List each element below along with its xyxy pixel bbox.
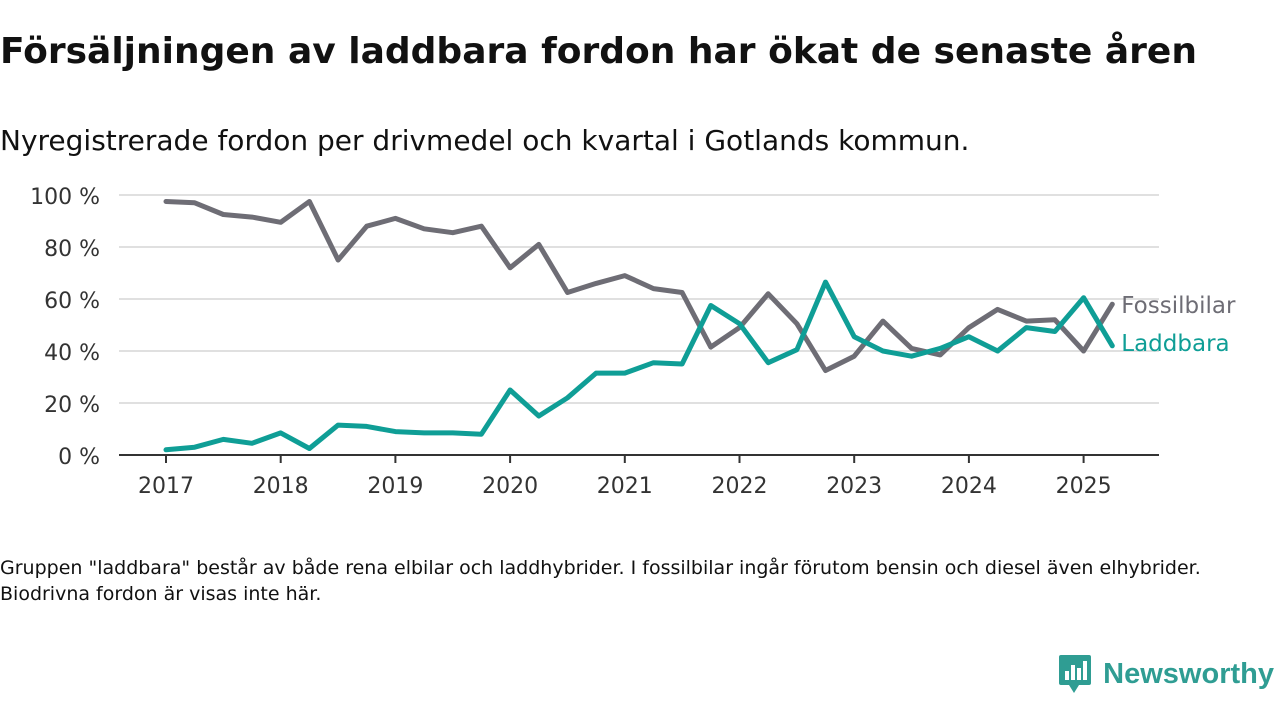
x-tick-label: 2017: [138, 474, 194, 499]
x-tick-label: 2025: [1056, 474, 1112, 499]
x-tick-label: 2024: [941, 474, 997, 499]
x-tick-label: 2022: [712, 474, 768, 499]
series-label-laddbara: Laddbara: [1121, 331, 1229, 357]
x-tick-label: 2019: [367, 474, 423, 499]
x-tick-label: 2020: [482, 474, 538, 499]
x-tick-label: 2021: [597, 474, 653, 499]
series-label-fossilbilar: Fossilbilar: [1121, 293, 1236, 319]
y-tick-label: 20 %: [44, 393, 100, 418]
series-line-fossilbilar: [163, 199, 1115, 373]
y-tick-label: 0 %: [58, 445, 100, 470]
footnote: Gruppen "laddbara" består av både rena e…: [0, 557, 1201, 605]
y-tick-label: 80 %: [44, 237, 100, 262]
newsworthy-chart-bubble-icon: [1059, 655, 1092, 693]
y-tick-label: 60 %: [44, 289, 100, 314]
y-tick-label: 100 %: [30, 185, 100, 210]
y-tick-label: 40 %: [44, 341, 100, 366]
brand-logo[interactable]: Newsworthy: [1057, 652, 1274, 696]
page-title: Försäljningen av laddbara fordon har öka…: [0, 31, 1197, 72]
chart-subtitle: Nyregistrerade fordon per drivmedel och …: [0, 124, 970, 157]
series-line-laddbara: [163, 279, 1115, 453]
grid-lines: [119, 194, 1159, 404]
y-axis-tick-labels: 0 % 20 % 40 % 60 % 80 % 100 %: [30, 185, 100, 470]
x-tick-label: 2018: [253, 474, 309, 499]
brand-name: Newsworthy: [1103, 657, 1274, 690]
series-labels: Fossilbilar Laddbara: [1121, 293, 1236, 357]
x-axis: 2017 2018 2019 2020 2021 2022 2023 2024 2025: [119, 454, 1159, 499]
series-lines: [163, 199, 1115, 453]
x-tick-label: 2023: [826, 474, 882, 499]
